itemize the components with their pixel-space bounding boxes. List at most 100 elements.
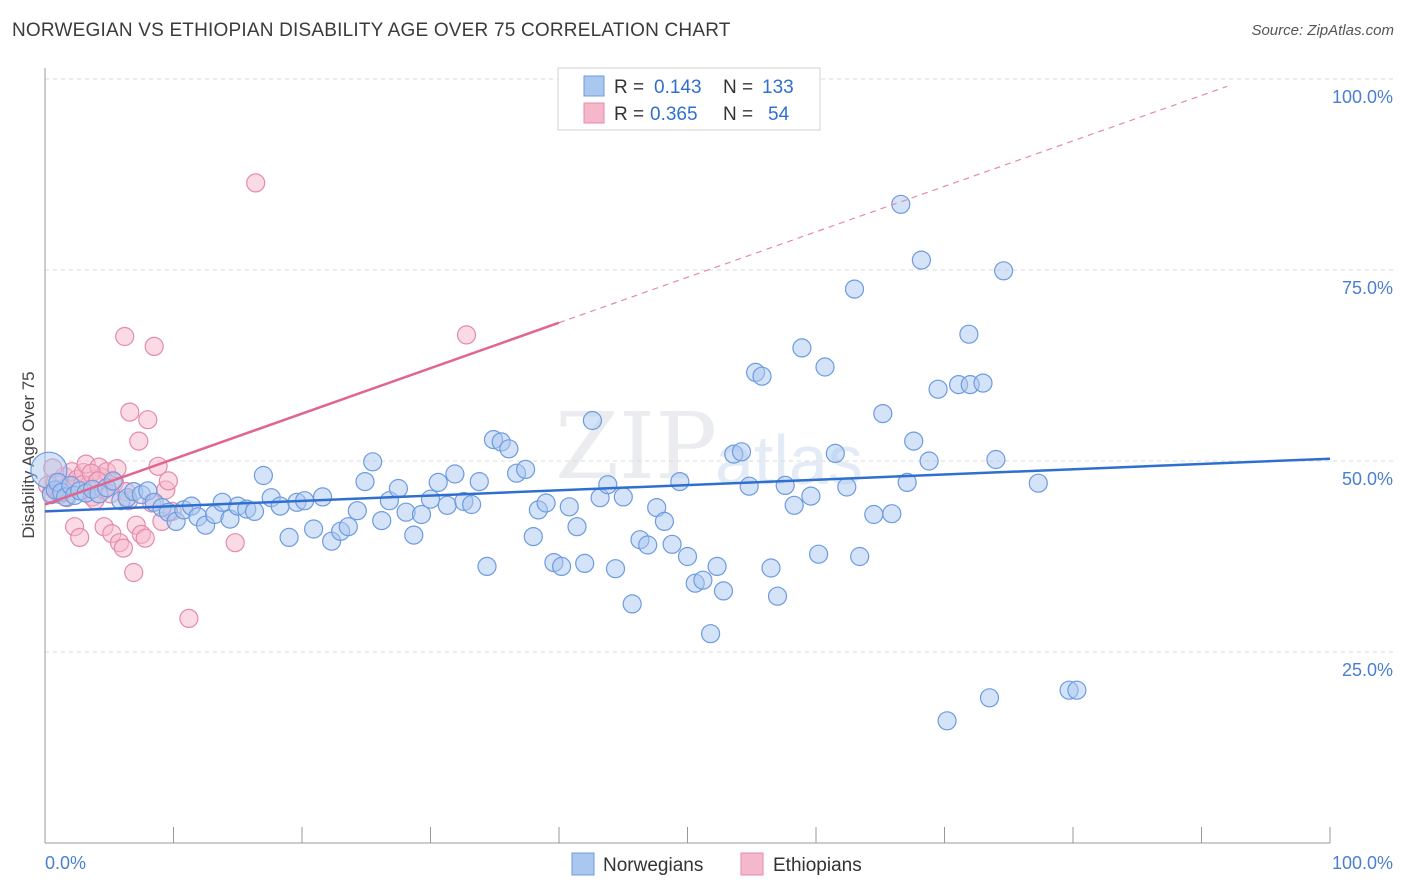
norwegian-point — [752, 366, 772, 386]
norwegian-point — [477, 556, 497, 577]
legend-r-value-2: 0.365 — [650, 104, 698, 125]
norwegian-point — [864, 504, 884, 525]
chart-title: NORWEGIAN VS ETHIOPIAN DISABILITY AGE OV… — [12, 20, 731, 41]
correlation-legend: R = 0.143 N = 133 R = 0.365 N = 54 — [557, 67, 821, 131]
y-axis-title: Disability Age Over 75 — [19, 371, 38, 538]
norwegian-point — [873, 404, 893, 424]
norwegian-point — [499, 439, 519, 459]
ethiopian-point — [456, 325, 477, 345]
norwegian-point — [761, 558, 781, 578]
norwegian-point — [567, 517, 587, 537]
y-tick-labels: 25.0% 50.0% 75.0% 100.0% — [1332, 87, 1393, 680]
norwegian-point — [523, 526, 543, 547]
ethiopian-point — [135, 528, 155, 548]
norwegian-point — [313, 487, 333, 507]
norwegian-point — [973, 373, 993, 393]
norwegian-point — [707, 556, 727, 577]
norwegian-point — [613, 487, 633, 507]
ethiopian-point — [120, 402, 140, 422]
chart-source: Source: ZipAtlas.com — [1251, 22, 1394, 39]
norwegian-point — [404, 525, 424, 545]
norwegian-point — [837, 477, 857, 497]
legend-swatch-ethiopians — [583, 102, 605, 124]
norwegian-point — [338, 517, 358, 537]
series-legend: Norwegians Ethiopians — [571, 852, 862, 876]
norwegian-point — [979, 688, 1000, 708]
norwegian-point — [993, 261, 1014, 281]
bottom-legend-swatch-ethiopians — [740, 852, 764, 876]
legend-n-value-1: 133 — [762, 77, 794, 98]
legend-n-value-2: 54 — [768, 104, 790, 125]
ethiopian-point — [246, 173, 266, 193]
norwegian-point — [959, 324, 979, 344]
x-tick-label-min: 0.0% — [45, 853, 86, 873]
norwegian-point — [582, 410, 603, 431]
norwegian-point — [536, 493, 556, 513]
norwegian-point — [670, 472, 690, 492]
norwegian-point — [693, 570, 713, 590]
ethiopian-point — [144, 336, 164, 356]
ethiopian-point — [113, 538, 134, 558]
norwegian-point — [551, 556, 572, 577]
y-tick-label-100: 100.0% — [1332, 87, 1393, 107]
norwegian-point — [662, 534, 682, 554]
norwegian-point — [784, 495, 804, 515]
norwegian-point — [850, 546, 870, 567]
norwegian-point — [986, 449, 1006, 470]
norwegian-point — [605, 559, 626, 579]
norwegian-point — [844, 279, 865, 299]
ethiopian-point — [70, 527, 90, 548]
ethiopian-point — [158, 471, 178, 491]
norwegian-point — [654, 511, 675, 532]
norwegian-point — [559, 497, 579, 517]
norwegian-point — [897, 472, 917, 492]
ethiopian-trend-extension — [558, 85, 1228, 324]
watermark-zip: ZIP — [555, 393, 717, 500]
y-tick-label-25: 25.0% — [1342, 660, 1393, 680]
ethiopian-point — [124, 562, 144, 583]
norwegian-point — [911, 250, 932, 270]
norwegian-point — [388, 478, 408, 499]
norwegian-point — [928, 379, 948, 399]
norwegian-point — [937, 711, 957, 731]
norwegian-point — [372, 510, 392, 531]
y-tick-label-75: 75.0% — [1342, 278, 1393, 298]
norwegian-point — [904, 431, 924, 451]
norwegian-point — [882, 504, 902, 524]
series-ethiopians — [37, 173, 477, 629]
norwegian-point — [775, 475, 795, 495]
norwegian-point — [253, 465, 273, 486]
norwegian-point — [801, 486, 821, 506]
norwegian-point — [420, 489, 441, 509]
norwegian-point — [515, 459, 536, 479]
ethiopian-point — [138, 410, 158, 430]
ethiopian-point — [225, 533, 245, 553]
norwegian-point — [825, 443, 845, 463]
norwegian-point — [808, 544, 829, 564]
y-tick-label-50: 50.0% — [1342, 469, 1393, 489]
norwegian-point — [713, 581, 734, 601]
norwegian-point — [700, 624, 721, 644]
bottom-legend-swatch-norwegians — [571, 852, 595, 876]
norwegian-point — [279, 527, 299, 548]
norwegian-point — [815, 357, 835, 377]
norwegian-point — [792, 338, 812, 358]
legend-n-label-1: N = — [723, 77, 753, 98]
bottom-legend-label-norwegians: Norwegians — [603, 855, 703, 876]
norwegian-point — [919, 451, 939, 471]
norwegian-trend-line — [44, 457, 1331, 513]
legend-r-value-1: 0.143 — [654, 77, 702, 98]
norwegian-point — [428, 472, 448, 492]
ethiopian-point — [129, 431, 149, 451]
series-norwegians — [30, 194, 1087, 731]
ethiopian-point — [115, 326, 135, 347]
bottom-legend-label-ethiopians: Ethiopians — [773, 855, 862, 876]
x-tick-label-max: 100.0% — [1332, 853, 1393, 873]
legend-r-label-2: R = — [614, 104, 644, 125]
norwegian-point — [462, 494, 482, 515]
norwegian-point — [469, 472, 489, 492]
ethiopian-point — [179, 608, 199, 629]
norwegian-point — [437, 495, 457, 515]
norwegian-point — [270, 496, 290, 516]
